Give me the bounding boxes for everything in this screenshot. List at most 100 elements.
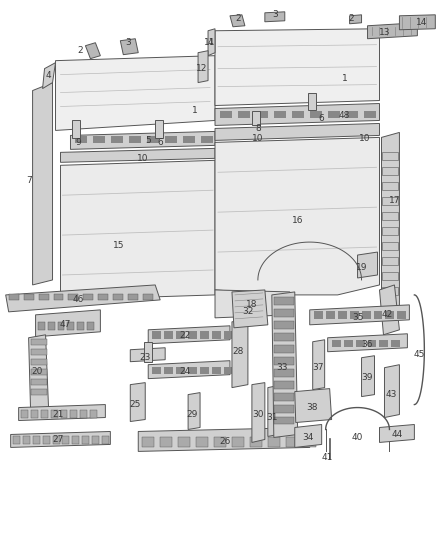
Text: 38: 38	[306, 403, 318, 412]
Text: 34: 34	[302, 433, 314, 442]
Polygon shape	[310, 305, 410, 325]
Bar	[338, 311, 346, 319]
Bar	[224, 331, 233, 339]
Polygon shape	[367, 23, 417, 39]
Bar	[31, 409, 38, 417]
Bar	[252, 111, 260, 125]
Bar	[314, 311, 323, 319]
Bar	[274, 321, 294, 329]
Bar	[392, 340, 400, 347]
Polygon shape	[295, 389, 332, 423]
Bar	[212, 331, 221, 339]
Bar	[93, 136, 106, 143]
Bar	[21, 409, 28, 417]
Text: 12: 12	[196, 64, 208, 73]
Polygon shape	[350, 15, 361, 24]
Text: 31: 31	[266, 413, 278, 422]
Bar	[214, 438, 226, 447]
Bar	[32, 437, 39, 445]
Bar	[382, 272, 399, 280]
Text: 10: 10	[137, 154, 148, 163]
Text: 14: 14	[416, 18, 427, 27]
Bar	[113, 294, 124, 300]
Polygon shape	[232, 320, 248, 387]
Text: 45: 45	[413, 350, 425, 359]
Text: 29: 29	[187, 410, 198, 419]
Bar	[224, 367, 233, 374]
Polygon shape	[379, 285, 399, 335]
Polygon shape	[71, 132, 215, 149]
Bar	[99, 294, 108, 300]
Bar	[41, 409, 48, 417]
Bar	[57, 322, 64, 330]
Text: 11: 11	[204, 38, 216, 47]
Bar	[24, 294, 34, 300]
Text: 42: 42	[382, 310, 393, 319]
Polygon shape	[208, 29, 215, 55]
Bar	[9, 294, 19, 300]
Text: 40: 40	[352, 433, 363, 442]
Bar	[155, 120, 163, 139]
Bar	[274, 309, 294, 317]
Bar	[143, 294, 153, 300]
Bar	[201, 136, 213, 143]
Polygon shape	[130, 348, 165, 362]
Bar	[13, 437, 20, 445]
Polygon shape	[230, 15, 245, 27]
Text: 44: 44	[392, 430, 403, 439]
Bar	[308, 93, 316, 110]
Bar	[274, 393, 294, 401]
Bar	[286, 438, 298, 447]
Bar	[304, 438, 316, 447]
Text: 46: 46	[73, 295, 84, 304]
Polygon shape	[28, 335, 49, 411]
Bar	[385, 311, 395, 319]
Bar	[63, 437, 70, 445]
Text: 28: 28	[232, 347, 244, 356]
Text: 18: 18	[246, 301, 258, 309]
Polygon shape	[268, 385, 278, 437]
Bar	[31, 339, 46, 345]
Text: 48: 48	[339, 111, 350, 120]
Polygon shape	[32, 83, 53, 285]
Bar	[332, 340, 341, 347]
Text: 6: 6	[157, 138, 163, 147]
Polygon shape	[148, 361, 230, 378]
Bar	[382, 227, 399, 235]
Bar	[397, 311, 406, 319]
Text: 19: 19	[356, 263, 367, 272]
Polygon shape	[120, 39, 138, 55]
Bar	[72, 437, 79, 445]
Bar	[200, 367, 209, 374]
Text: 37: 37	[312, 363, 323, 372]
Bar	[274, 111, 286, 118]
Text: 17: 17	[389, 196, 400, 205]
Polygon shape	[379, 424, 414, 442]
Polygon shape	[272, 292, 298, 438]
Bar	[292, 111, 304, 118]
Bar	[200, 331, 209, 339]
Bar	[274, 381, 294, 389]
Bar	[183, 136, 195, 143]
Text: 6: 6	[319, 114, 325, 123]
Polygon shape	[130, 383, 145, 422]
Polygon shape	[313, 340, 325, 390]
Text: 1: 1	[192, 106, 198, 115]
Polygon shape	[265, 12, 285, 22]
Polygon shape	[56, 55, 215, 131]
Bar	[212, 367, 221, 374]
Bar	[142, 438, 154, 447]
Text: 27: 27	[53, 435, 64, 444]
Bar	[256, 111, 268, 118]
Text: 15: 15	[113, 240, 124, 249]
Text: 13: 13	[379, 28, 390, 37]
Polygon shape	[252, 383, 265, 442]
Bar	[274, 297, 294, 305]
Bar	[102, 437, 110, 445]
Polygon shape	[85, 43, 100, 59]
Bar	[382, 257, 399, 265]
Polygon shape	[60, 148, 215, 163]
Bar	[382, 167, 399, 175]
Bar	[268, 438, 280, 447]
Polygon shape	[11, 432, 110, 447]
